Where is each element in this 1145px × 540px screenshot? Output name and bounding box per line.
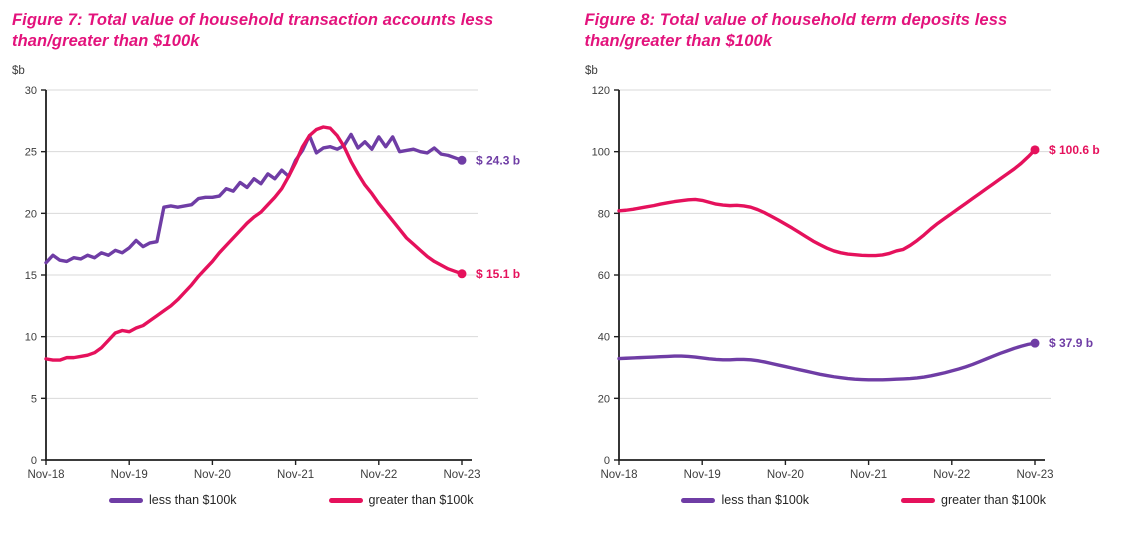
series-line-greater-than-100k (44, 125, 464, 363)
series-end-label-less-than-100k: $ 37.9 b (1049, 336, 1093, 350)
legend-item-greater-than-100k: greater than $100k (901, 493, 1046, 507)
y-tick-label: 20 (597, 394, 609, 406)
legend-swatch-purple (108, 497, 143, 503)
legend-swatch-pink (901, 497, 936, 503)
y-tick-label: 25 (25, 147, 37, 159)
figure7-panel: Figure 7: Total value of household trans… (10, 11, 573, 510)
y-tick-label: 120 (591, 85, 609, 97)
figure8-title: Figure 8: Total value of household term … (584, 11, 1008, 51)
x-tick-label: Nov-20 (766, 469, 803, 481)
x-tick-label: Nov-23 (443, 469, 480, 481)
y-tick-label: 15 (25, 270, 37, 282)
legend-label: greater than $100k (941, 493, 1046, 508)
figure8-legend: less than $100k greater than $100k (583, 490, 1145, 510)
series-end-dot-greater-than-100k (457, 269, 467, 279)
legend-label: greater than $100k (368, 493, 474, 508)
y-tick-label: 40 (597, 332, 609, 344)
figure7-plot: $b 0 5 10 15 20 25 30 Nov-18 Nov-19 Nov-20 Nov-21 No… (12, 65, 520, 481)
y-tick-label: 100 (591, 147, 609, 159)
series-line-less-than-100k (44, 132, 464, 265)
y-tick-label: 80 (597, 209, 609, 221)
x-tick-label: Nov-19 (111, 469, 148, 481)
legend-item-greater-than-100k: greater than $100k (328, 493, 474, 508)
x-tick-label: Nov-21 (850, 469, 887, 481)
x-tick-label: Nov-20 (194, 469, 231, 481)
series-end-dot-greater-than-100k (1030, 145, 1039, 155)
figure7-legend: less than $100k greater than $100k (10, 490, 573, 510)
figure8-panel: Figure 8: Total value of household term … (573, 0, 1145, 540)
y-tick-label: 10 (25, 332, 37, 344)
legend-swatch-pink (328, 497, 363, 503)
legend-label: less than $100k (148, 493, 237, 508)
x-tick-label: Nov-18 (600, 469, 637, 481)
series-end-label-greater-than-100k: $ 100.6 b (1049, 143, 1100, 157)
y-tick-label: 5 (31, 394, 37, 406)
series-end-label-greater-than-100k: $ 15.1 b (476, 267, 520, 281)
x-tick-label: Nov-23 (1016, 469, 1053, 481)
y-tick-label: 0 (603, 455, 609, 467)
y-unit-label: $b (12, 65, 25, 77)
legend-item-less-than-100k: less than $100k (108, 493, 237, 508)
legend-swatch-purple (681, 497, 716, 503)
legend-item-less-than-100k: less than $100k (681, 493, 809, 507)
figure7-title: Figure 7: Total value of household trans… (12, 11, 494, 51)
series-end-dot-less-than-100k (457, 156, 467, 166)
x-tick-label: Nov-19 (683, 469, 720, 481)
series-end-dot-less-than-100k (1030, 338, 1039, 348)
x-tick-label: Nov-22 (933, 469, 970, 481)
series-line-greater-than-100k (616, 148, 1037, 258)
x-tick-label: Nov-21 (277, 469, 314, 481)
series-end-label-less-than-100k: $ 24.3 b (476, 154, 520, 168)
y-unit-label: $b (585, 65, 598, 77)
legend-label: less than $100k (721, 493, 810, 508)
y-tick-label: 30 (25, 85, 37, 97)
series-line-less-than-100k (616, 341, 1037, 382)
figure8-plot: $b 0 20 40 60 80 100 120 Nov-18 Nov-19 Nov-20 Nov-2… (585, 65, 1100, 481)
y-tick-label: 60 (597, 270, 609, 282)
x-tick-label: Nov-22 (360, 469, 397, 481)
y-tick-label: 0 (31, 455, 37, 467)
x-tick-label: Nov-18 (27, 469, 64, 481)
y-tick-label: 20 (25, 209, 37, 221)
